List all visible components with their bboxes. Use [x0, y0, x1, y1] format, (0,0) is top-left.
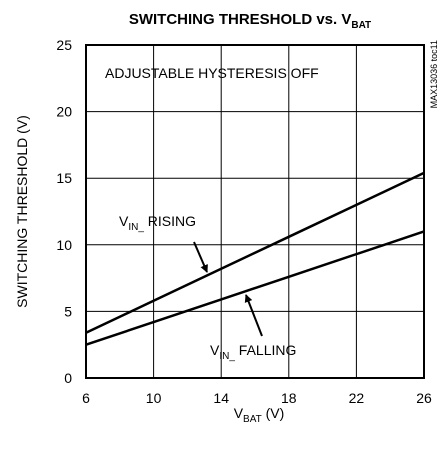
y-tick-label: 25 [56, 37, 72, 53]
y-tick-label: 10 [56, 237, 72, 253]
legend-label-part: IN_ [219, 351, 235, 362]
x-axis-label-part: V [234, 405, 244, 421]
x-tick-label: 18 [281, 390, 297, 406]
y-axis-label-part: SWITCHING THRESHOLD (V) [14, 115, 30, 308]
annotation: ADJUSTABLE HYSTERESIS OFF [105, 65, 319, 81]
chart-title-part: BAT [351, 20, 371, 31]
label-arrow [244, 294, 263, 337]
annotation: MAX13036 toc11 [429, 40, 438, 108]
series-line [85, 230, 425, 346]
y-axis-label: SWITCHING THRESHOLD (V) [14, 115, 30, 308]
y-tick-label: 20 [56, 104, 72, 120]
y-tick-label: 15 [56, 170, 72, 186]
chart-title-part: SWITCHING THRESHOLD vs. V [129, 11, 352, 28]
x-tick-label: 26 [416, 390, 432, 406]
chart-title: SWITCHING THRESHOLD vs. VBAT [129, 11, 371, 31]
x-tick-label: 6 [82, 390, 90, 406]
y-tick-label: 0 [64, 370, 72, 386]
x-tick-label: 22 [349, 390, 365, 406]
legend-label: VIN_ FALLING [210, 342, 296, 362]
x-tick-label: 10 [146, 390, 162, 406]
series-line [85, 171, 425, 334]
legend-label-part: IN_ [128, 222, 144, 233]
x-axis-label-part: BAT [243, 414, 262, 425]
legend-label-part: V [119, 213, 129, 229]
y-tick-label: 5 [64, 303, 72, 319]
label-arrow [193, 241, 208, 273]
x-axis-label-part: (V) [262, 405, 285, 421]
legend-label: VIN_ RISING [119, 213, 196, 233]
legend-label-part: FALLING [235, 342, 296, 358]
legend-label-part: RISING [144, 213, 196, 229]
legend-label-part: V [210, 342, 220, 358]
x-tick-label: 14 [213, 390, 229, 406]
plot-frame [85, 44, 425, 379]
x-axis-label: VBAT (V) [234, 405, 285, 425]
